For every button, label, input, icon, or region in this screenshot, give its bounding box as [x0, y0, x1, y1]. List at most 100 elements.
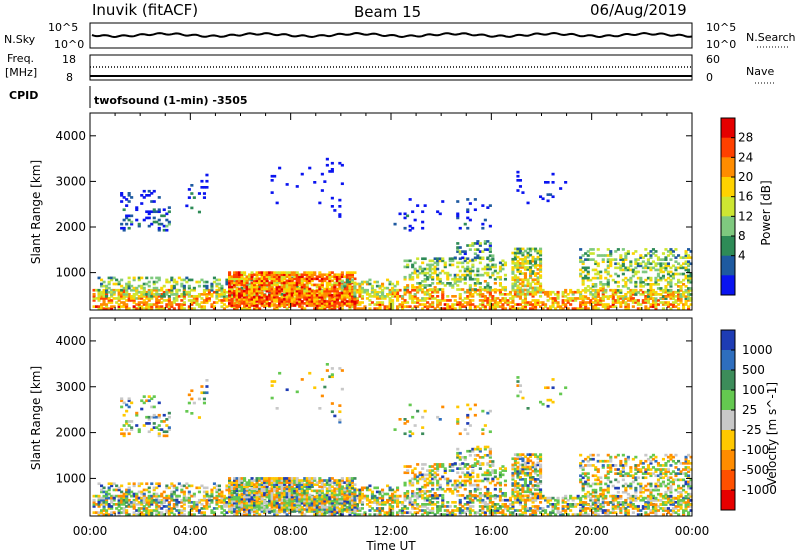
heatmap-cell — [230, 302, 234, 305]
heatmap-cell — [127, 214, 131, 218]
heatmap-cell — [518, 293, 523, 296]
heatmap-cell — [368, 278, 372, 282]
heatmap-cell — [270, 281, 274, 285]
heatmap-cell — [320, 295, 324, 299]
heatmap-cell — [120, 503, 124, 506]
heatmap-cell — [253, 307, 257, 310]
heatmap-cell — [589, 496, 593, 500]
heatmap-cell — [278, 291, 282, 295]
heatmap-cell — [473, 256, 477, 260]
heatmap-cell — [584, 287, 588, 290]
heatmap-cell — [523, 513, 528, 516]
heatmap-cell — [190, 513, 194, 516]
heatmap-cell — [421, 297, 425, 300]
heatmap-cell — [235, 283, 239, 287]
heatmap-cell — [641, 266, 645, 270]
heatmap-cell — [511, 266, 515, 269]
heatmap-cell — [669, 293, 673, 296]
heatmap-cell — [298, 304, 302, 307]
heatmap-cell — [458, 503, 462, 506]
heatmap-cell — [423, 293, 427, 296]
nave-label: Nave — [746, 65, 774, 78]
heatmap-cell — [421, 513, 425, 516]
heatmap-cell — [413, 269, 417, 273]
heatmap-cell — [243, 304, 247, 307]
heatmap-cell — [651, 494, 656, 498]
heatmap-cell — [466, 303, 470, 306]
heatmap-cell — [100, 498, 104, 502]
heatmap-cell — [611, 303, 615, 306]
heatmap-cell — [182, 295, 186, 298]
heatmap-cell — [260, 277, 264, 281]
heatmap-cell — [589, 252, 593, 255]
heatmap-cell — [165, 218, 169, 222]
heatmap-cell — [373, 290, 377, 294]
heatmap-cell — [370, 288, 375, 292]
heatmap-cell — [669, 513, 673, 516]
heatmap-cell — [205, 498, 209, 502]
heatmap-cell — [501, 503, 505, 506]
heatmap-cell — [428, 295, 432, 298]
heatmap-cell — [333, 302, 337, 305]
heatmap-cell — [117, 488, 121, 492]
heatmap-cell — [554, 513, 558, 516]
heatmap-cell — [641, 285, 645, 288]
heatmap-cell — [481, 301, 485, 304]
heatmap-cell — [408, 273, 412, 277]
heatmap-cell — [481, 273, 485, 277]
heatmap-cell — [210, 284, 214, 288]
heatmap-cell — [240, 291, 244, 295]
heatmap-cell — [238, 291, 242, 295]
heatmap-cell — [97, 307, 101, 310]
heatmap-cell — [501, 288, 505, 291]
heatmap-cell — [172, 284, 176, 288]
heatmap-cell — [195, 505, 199, 508]
heatmap-cell — [225, 290, 229, 294]
heatmap-cell — [172, 301, 176, 304]
heatmap-cell — [649, 494, 653, 498]
heatmap-cell — [105, 297, 109, 300]
heatmap-cell — [601, 288, 605, 292]
heatmap-cell — [539, 251, 543, 255]
heatmap-cell — [534, 286, 538, 290]
heatmap-cell — [421, 288, 425, 291]
heatmap-cell — [310, 293, 314, 297]
heatmap-cell — [611, 509, 615, 512]
heatmap-cell — [536, 494, 540, 498]
heatmap-cell — [202, 192, 207, 195]
heatmap-cell — [150, 288, 154, 292]
heatmap-cell — [641, 256, 645, 259]
heatmap-cell — [325, 287, 329, 291]
heatmap-cell — [521, 247, 525, 251]
heatmap-cell — [157, 305, 161, 308]
heatmap-cell — [428, 511, 432, 514]
power-heatmap-cells — [92, 157, 693, 310]
heatmap-cell — [275, 279, 279, 283]
heatmap-cell — [646, 283, 651, 286]
heatmap-cell — [375, 301, 380, 304]
heatmap-cell — [649, 283, 653, 286]
heatmap-cell — [518, 286, 523, 290]
heatmap-cell — [609, 305, 613, 308]
heatmap-cell — [541, 301, 545, 304]
heatmap-cell — [300, 287, 304, 291]
heatmap-cell — [303, 273, 307, 277]
heatmap-cell — [574, 505, 578, 508]
heatmap-cell — [561, 299, 565, 302]
heatmap-cell — [170, 507, 174, 510]
heatmap-cell — [503, 286, 508, 289]
heatmap-cell — [466, 301, 470, 304]
heatmap-cell — [100, 490, 104, 494]
heatmap-cell — [363, 280, 367, 284]
heatmap-cell — [375, 307, 380, 310]
heatmap-cell — [265, 275, 269, 279]
heatmap-cell — [340, 280, 344, 284]
heatmap-cell — [441, 259, 445, 263]
heatmap-cell — [531, 292, 535, 296]
heatmap-cell — [468, 248, 472, 251]
heatmap-cell — [338, 279, 342, 283]
heatmap-cell — [531, 288, 535, 292]
heatmap-cell — [235, 295, 239, 299]
heatmap-cell — [511, 507, 515, 510]
heatmap-cell — [664, 303, 668, 306]
